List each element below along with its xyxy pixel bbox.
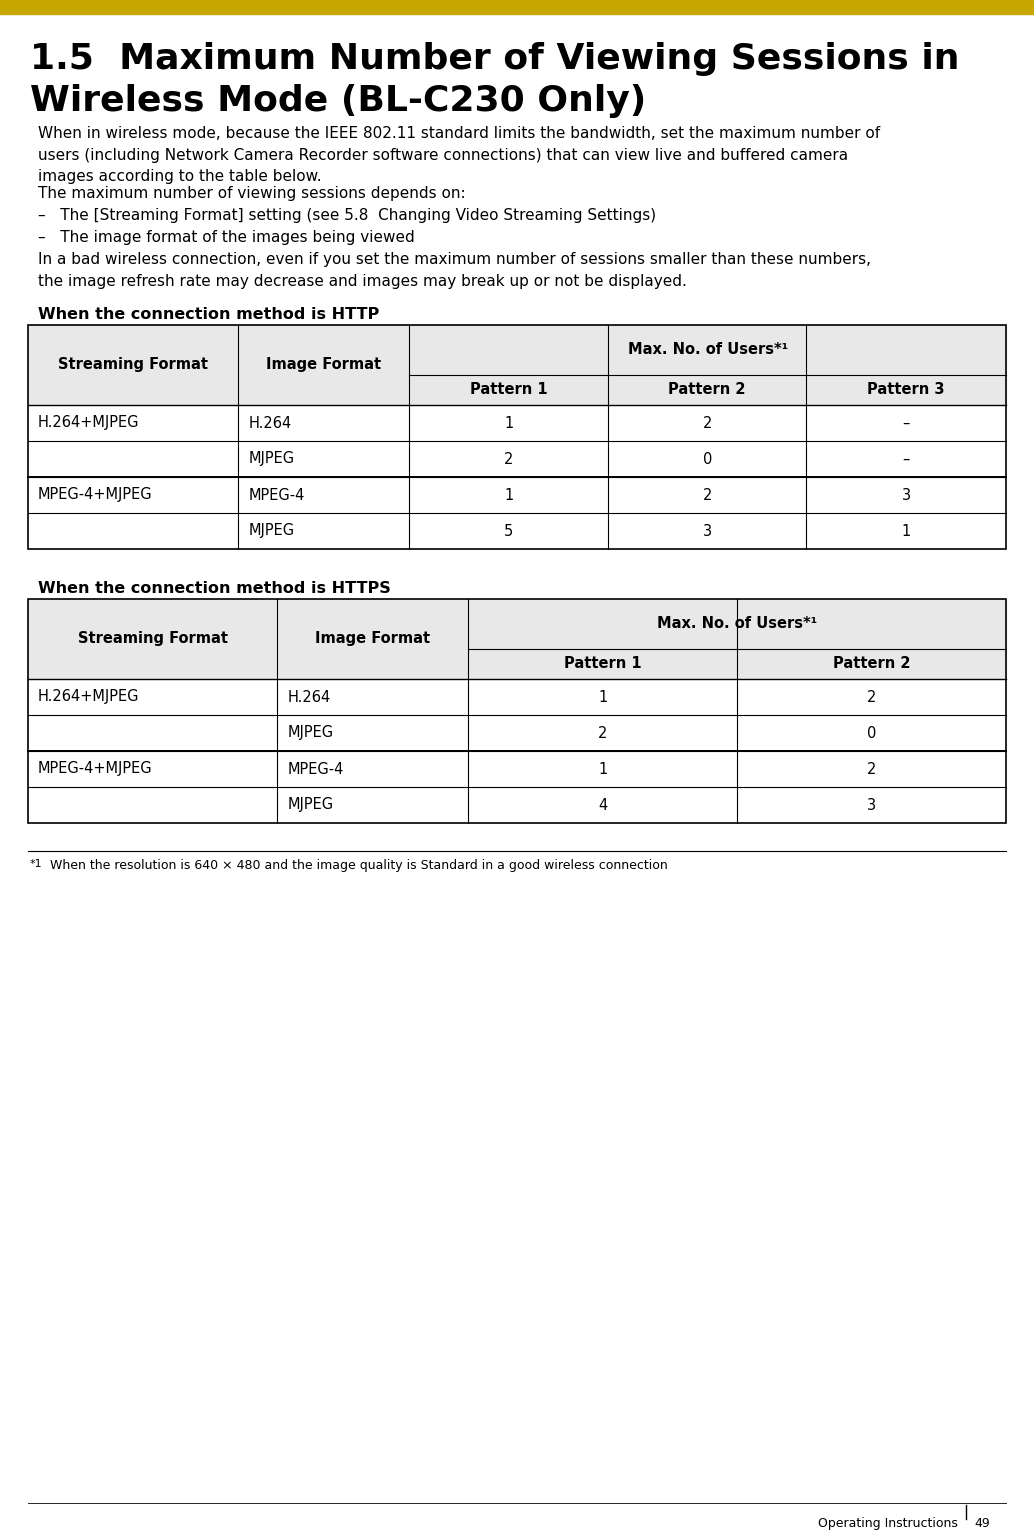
Text: Operating Instructions: Operating Instructions — [818, 1517, 957, 1530]
Text: When the connection method is HTTPS: When the connection method is HTTPS — [38, 582, 391, 596]
Text: 5: 5 — [504, 523, 513, 539]
Text: 0: 0 — [702, 451, 711, 467]
Text: 0: 0 — [866, 726, 876, 740]
Text: 1.5  Maximum Number of Viewing Sessions in Wireless Mode (BL-C230 Only): 1.5 Maximum Number of Viewing Sessions i… — [512, 0, 1018, 14]
Text: MJPEG: MJPEG — [248, 523, 295, 539]
Text: *1: *1 — [30, 860, 42, 869]
Text: 1.5  Maximum Number of Viewing Sessions in: 1.5 Maximum Number of Viewing Sessions i… — [30, 41, 960, 77]
Bar — [0, 0, 1034, 14]
Text: When in wireless mode, because the IEEE 802.11 standard limits the bandwidth, se: When in wireless mode, because the IEEE … — [38, 126, 880, 184]
Text: 2: 2 — [866, 761, 876, 777]
Text: 2: 2 — [598, 726, 607, 740]
Text: 2: 2 — [866, 689, 876, 705]
Text: The maximum number of viewing sessions depends on:: The maximum number of viewing sessions d… — [38, 186, 465, 201]
Text: Max. No. of Users*¹: Max. No. of Users*¹ — [657, 617, 817, 631]
Bar — [28, 325, 1006, 550]
Text: MPEG-4+MJPEG: MPEG-4+MJPEG — [38, 488, 153, 502]
Text: 49: 49 — [974, 1517, 990, 1530]
Text: In a bad wireless connection, even if you set the maximum number of sessions sma: In a bad wireless connection, even if yo… — [38, 252, 871, 289]
Text: H.264: H.264 — [287, 689, 331, 705]
Text: H.264: H.264 — [248, 416, 292, 430]
Text: When the resolution is 640 × 480 and the image quality is Standard in a good wir: When the resolution is 640 × 480 and the… — [50, 860, 668, 872]
Text: Image Format: Image Format — [315, 631, 430, 646]
Text: Pattern 1: Pattern 1 — [469, 382, 547, 398]
Text: 1: 1 — [598, 761, 607, 777]
Text: 3: 3 — [703, 523, 711, 539]
Text: When the connection method is HTTP: When the connection method is HTTP — [38, 307, 379, 322]
Text: Max. No. of Users*¹: Max. No. of Users*¹ — [628, 342, 788, 358]
Text: 3: 3 — [902, 488, 911, 502]
Text: MPEG-4+MJPEG: MPEG-4+MJPEG — [38, 761, 153, 777]
Text: –   The image format of the images being viewed: – The image format of the images being v… — [38, 230, 415, 246]
Text: Image Format: Image Format — [267, 358, 382, 373]
Text: 1: 1 — [598, 689, 607, 705]
Text: H.264+MJPEG: H.264+MJPEG — [38, 416, 140, 430]
Text: MJPEG: MJPEG — [248, 451, 295, 467]
Bar — [28, 599, 1006, 823]
Text: MJPEG: MJPEG — [287, 726, 334, 740]
Text: MPEG-4: MPEG-4 — [287, 761, 343, 777]
Bar — [28, 599, 1006, 678]
Text: 2: 2 — [702, 416, 711, 430]
Text: –: – — [903, 416, 910, 430]
Text: Streaming Format: Streaming Format — [78, 631, 227, 646]
Text: Pattern 3: Pattern 3 — [868, 382, 945, 398]
Text: –: – — [903, 451, 910, 467]
Text: Streaming Format: Streaming Format — [58, 358, 208, 373]
Text: –   The [Streaming Format] setting (see 5.8  Changing Video Streaming Settings): – The [Streaming Format] setting (see 5.… — [38, 209, 657, 223]
Text: Pattern 1: Pattern 1 — [564, 657, 641, 671]
Text: Pattern 2: Pattern 2 — [832, 657, 910, 671]
Text: 3: 3 — [866, 798, 876, 812]
Text: 1: 1 — [504, 416, 513, 430]
Text: Pattern 2: Pattern 2 — [668, 382, 746, 398]
Bar — [28, 325, 1006, 405]
Text: 2: 2 — [504, 451, 513, 467]
Text: MPEG-4: MPEG-4 — [248, 488, 305, 502]
Text: MJPEG: MJPEG — [287, 798, 334, 812]
Text: Wireless Mode (BL-C230 Only): Wireless Mode (BL-C230 Only) — [30, 84, 646, 118]
Text: H.264+MJPEG: H.264+MJPEG — [38, 689, 140, 705]
Text: 1: 1 — [902, 523, 911, 539]
Text: 2: 2 — [702, 488, 711, 502]
Text: 1: 1 — [504, 488, 513, 502]
Text: 4: 4 — [598, 798, 607, 812]
